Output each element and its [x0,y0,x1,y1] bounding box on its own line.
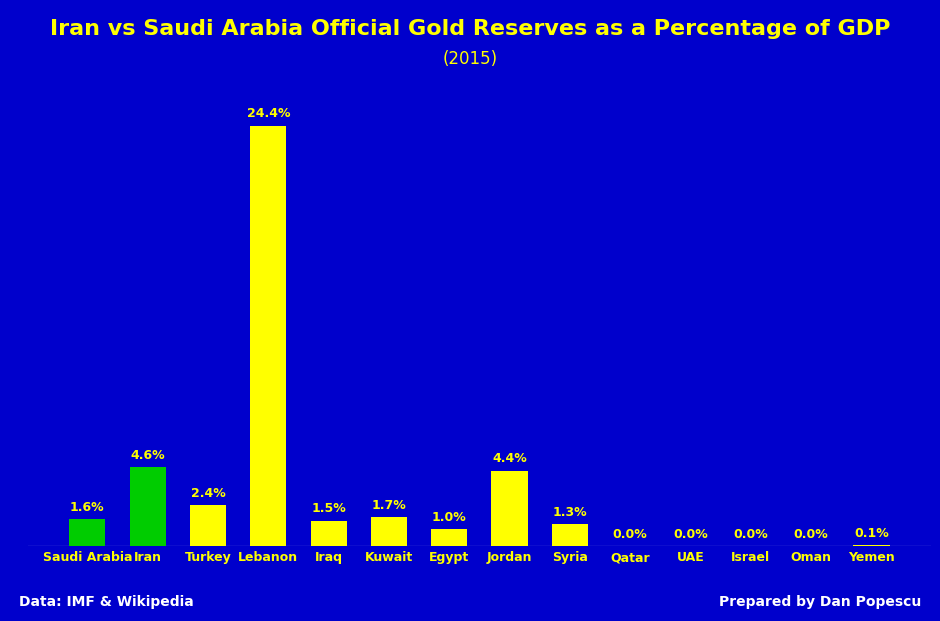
Text: Prepared by Dan Popescu: Prepared by Dan Popescu [719,594,921,609]
Text: (2015): (2015) [443,50,497,68]
Bar [431,529,467,546]
Text: 0.0%: 0.0% [733,528,768,542]
Bar [492,471,527,546]
Text: 1.3%: 1.3% [553,506,588,519]
Bar [552,524,588,546]
Text: 24.4%: 24.4% [246,107,290,120]
Text: 0.0%: 0.0% [793,528,828,542]
Bar [70,519,105,546]
Text: 4.6%: 4.6% [131,449,164,462]
Text: 2.4%: 2.4% [191,487,226,500]
Bar [250,125,287,546]
Text: 1.6%: 1.6% [70,501,104,514]
Text: 1.7%: 1.7% [371,499,406,512]
Bar [130,467,165,546]
Text: Iran vs Saudi Arabia Official Gold Reserves as a Percentage of GDP: Iran vs Saudi Arabia Official Gold Reser… [50,19,890,39]
Text: 0.0%: 0.0% [673,528,708,542]
Bar [190,505,226,546]
Text: 4.4%: 4.4% [493,453,527,465]
Text: 1.0%: 1.0% [431,511,466,524]
Text: 0.0%: 0.0% [613,528,648,542]
Text: 1.5%: 1.5% [311,502,346,515]
Text: 0.1%: 0.1% [854,527,889,540]
Bar [370,517,407,546]
Text: Data: IMF & Wikipedia: Data: IMF & Wikipedia [19,594,194,609]
Bar [854,545,889,546]
Bar [310,520,347,546]
